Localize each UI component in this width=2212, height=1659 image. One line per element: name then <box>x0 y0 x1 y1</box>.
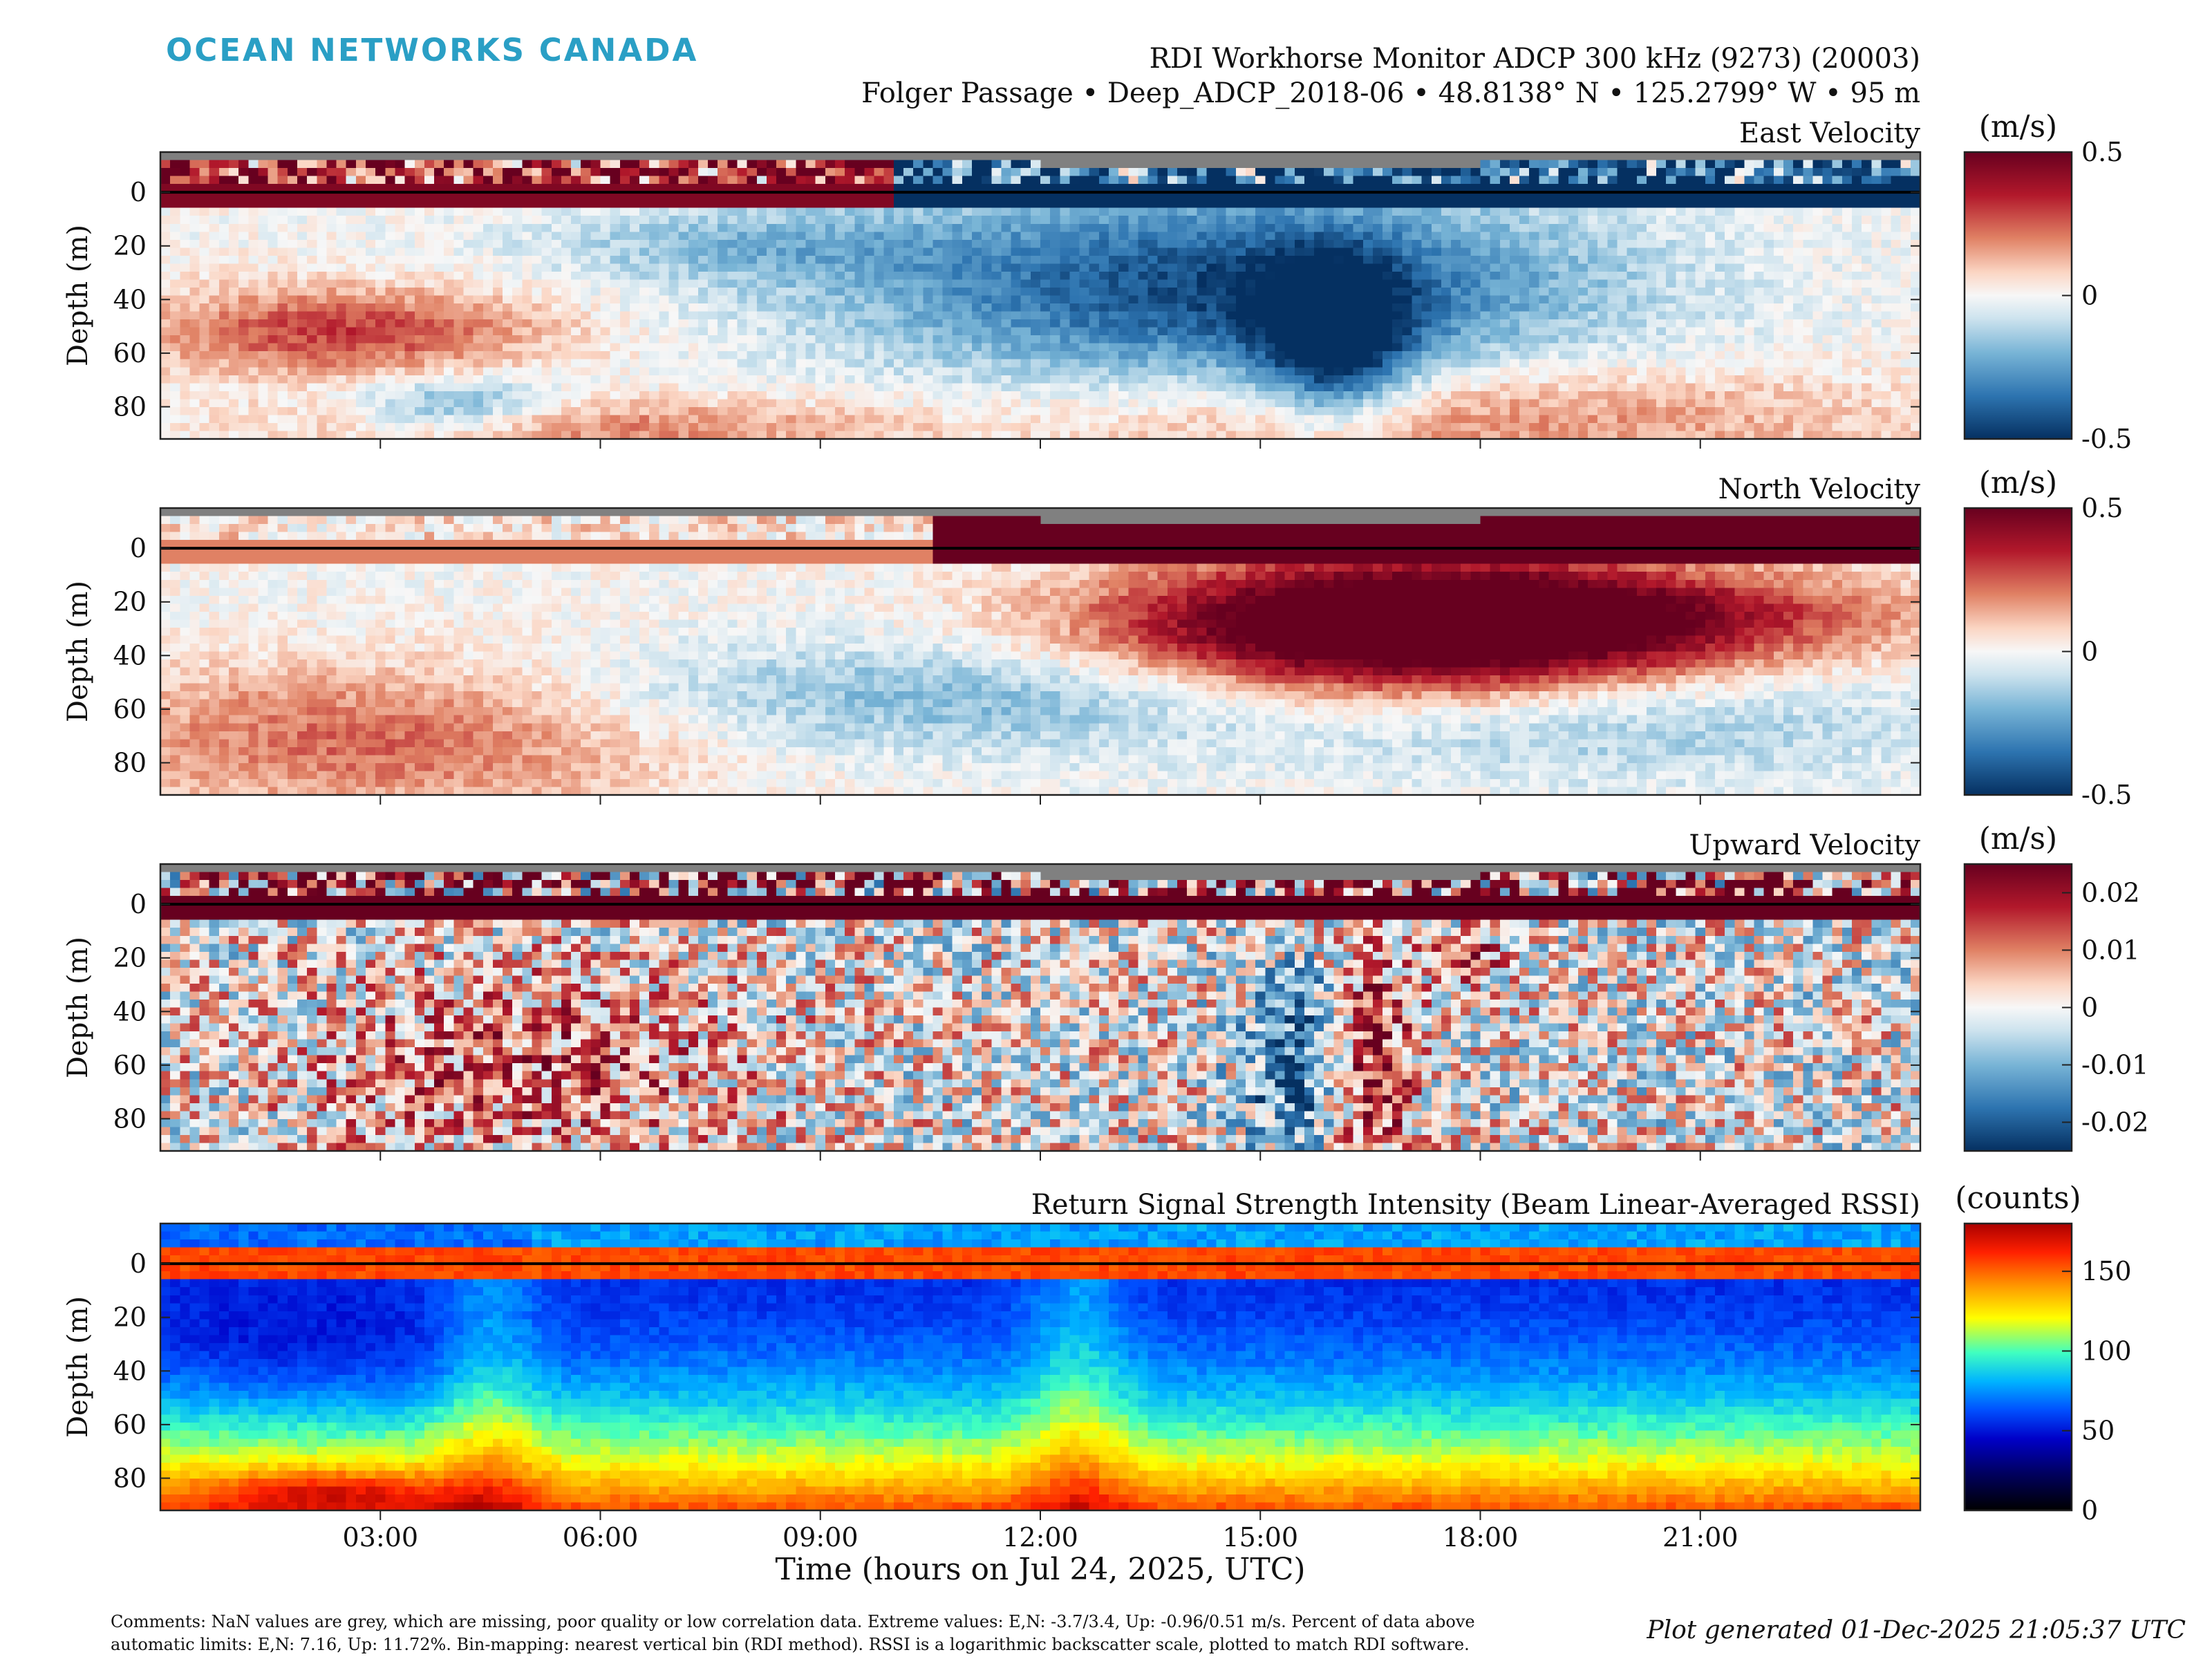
colorbar-tick-label: -0.5 <box>2081 424 2132 454</box>
colorbar-unit: (counts) <box>1955 1181 2081 1216</box>
y-tick-label: 0 <box>130 1248 147 1279</box>
panel-title: North Velocity <box>1718 474 1921 505</box>
y-tick-label: 80 <box>113 1463 147 1493</box>
colorbar-unit: (m/s) <box>1979 465 2057 500</box>
comments-line-1: Comments: NaN values are grey, which are… <box>111 1611 1604 1633</box>
panel-upward: Upward Velocity 0 20 40 60 80 Depth (m) (m/s) 0.… <box>62 821 2148 1161</box>
colorbar-unit: (m/s) <box>1979 109 2057 144</box>
colorbar-tick-label: 0 <box>2081 993 2098 1023</box>
colorbar-tick-label: -0.5 <box>2081 780 2132 810</box>
colorbar-unit: (m/s) <box>1979 821 2057 856</box>
y-axis-label: Depth (m) <box>62 937 94 1078</box>
comments: Comments: NaN values are grey, which are… <box>111 1611 1604 1656</box>
colorbar-tick-label: 0.02 <box>2081 878 2140 908</box>
x-tick-label: 06:00 <box>563 1522 639 1553</box>
y-tick-label: 80 <box>113 747 147 778</box>
y-tick-label: 40 <box>113 1356 147 1386</box>
panel-title: Return Signal Strength Intensity (Beam L… <box>1031 1189 1920 1221</box>
colorbar <box>1965 152 2072 439</box>
colorbar-tick-label: 0.5 <box>2081 493 2123 523</box>
colorbar-frame <box>1963 1222 2073 1512</box>
y-tick-label: 40 <box>113 284 147 315</box>
plot-title: RDI Workhorse Monitor ADCP 300 kHz (9273… <box>1150 43 1920 75</box>
colorbar-tick-label: -0.01 <box>2081 1050 2148 1080</box>
heatmap-cells <box>160 1224 1921 1511</box>
panel-title: Upward Velocity <box>1689 830 1921 861</box>
colorbar-tick-label: 0.01 <box>2081 935 2140 966</box>
colorbar-tick-label: -0.02 <box>2081 1107 2148 1138</box>
y-tick-label: 0 <box>130 533 147 563</box>
y-tick-label: 20 <box>113 1302 147 1333</box>
y-tick-label: 40 <box>113 996 147 1027</box>
adcp-figure: East Velocity 0 20 40 60 80 Depth (m) (m/s) 0.5 0… <box>62 109 2148 1587</box>
y-tick-label: 0 <box>130 889 147 919</box>
colorbar-tick-label: 0 <box>2081 637 2098 667</box>
x-tick-label: 15:00 <box>1222 1522 1298 1553</box>
x-tick-label: 12:00 <box>1002 1522 1078 1553</box>
y-tick-label: 60 <box>113 694 147 724</box>
colorbar-tick-label: 150 <box>2081 1256 2132 1286</box>
panel-rssi: Return Signal Strength Intensity (Beam L… <box>62 1181 2132 1587</box>
heatmap-cells <box>160 872 1921 1152</box>
y-tick-label: 80 <box>113 391 147 422</box>
heatmap-cells <box>160 160 1921 440</box>
onc-logo: OCEAN NETWORKS CANADA <box>166 32 698 68</box>
x-tick-label: 03:00 <box>342 1522 418 1553</box>
y-tick-label: 20 <box>113 587 147 617</box>
x-tick-label: 21:00 <box>1662 1522 1738 1553</box>
y-tick-label: 60 <box>113 1050 147 1080</box>
y-tick-label: 60 <box>113 338 147 368</box>
x-tick-label: 18:00 <box>1443 1522 1519 1553</box>
plot-subtitle: Folger Passage • Deep_ADCP_2018-06 • 48.… <box>861 77 1920 109</box>
y-tick-label: 40 <box>113 640 147 671</box>
y-tick-label: 80 <box>113 1103 147 1134</box>
panel-title: East Velocity <box>1739 118 1920 149</box>
y-tick-label: 20 <box>113 231 147 261</box>
y-axis-label: Depth (m) <box>62 581 94 722</box>
panel-north: North Velocity 0 20 40 60 80 Depth (m) (m/s) 0.5… <box>62 465 2132 810</box>
plot-generated-timestamp: Plot generated 01-Dec-2025 21:05:37 UTC <box>1647 1616 2186 1644</box>
y-axis-label: Depth (m) <box>62 225 94 366</box>
colorbar <box>1965 508 2072 795</box>
x-tick-label: 09:00 <box>782 1522 859 1553</box>
colorbar-tick-label: 50 <box>2081 1416 2115 1446</box>
colorbar-tick-label: 0 <box>2081 1495 2098 1526</box>
y-tick-label: 20 <box>113 943 147 973</box>
colorbar-tick-label: 100 <box>2081 1335 2132 1366</box>
y-axis-label: Depth (m) <box>62 1296 94 1438</box>
colorbar-tick-label: 0 <box>2081 281 2098 311</box>
y-tick-label: 60 <box>113 1409 147 1440</box>
colorbar-tick-label: 0.5 <box>2081 137 2123 167</box>
heatmap-cells <box>160 516 1921 796</box>
colorbar <box>1965 864 2072 1151</box>
comments-line-2: automatic limits: E,N: 7.16, Up: 11.72%.… <box>111 1633 1604 1656</box>
y-tick-label: 0 <box>130 177 147 207</box>
colorbar <box>1965 1224 2072 1510</box>
x-axis-label: Time (hours on Jul 24, 2025, UTC) <box>775 1552 1305 1587</box>
panel-east: East Velocity 0 20 40 60 80 Depth (m) (m/s) 0.5 0… <box>62 109 2132 454</box>
